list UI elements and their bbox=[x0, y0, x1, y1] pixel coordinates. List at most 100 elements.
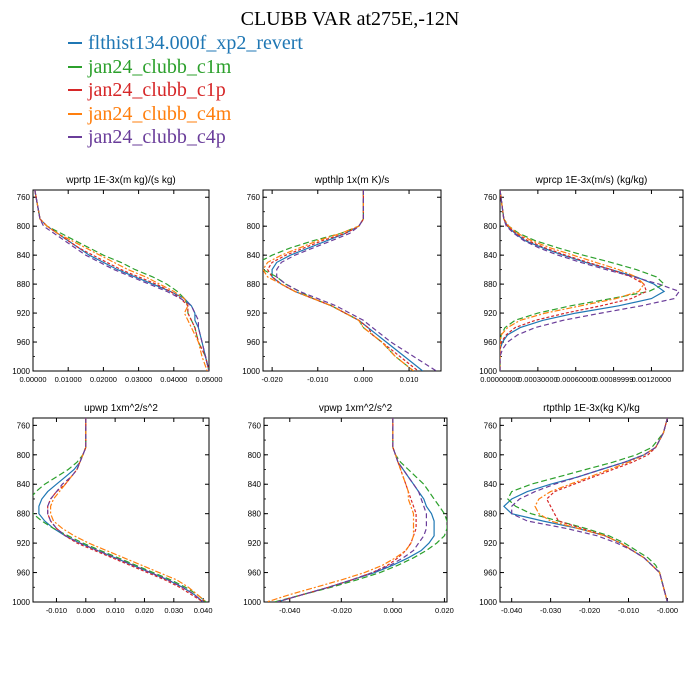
x-tick-label-1-3: 0.010 bbox=[400, 375, 419, 384]
panel-frame-4 bbox=[263, 417, 448, 603]
series-line-3-1 bbox=[33, 418, 207, 602]
panel-title-4: vpwp 1xm^2/s^2 bbox=[319, 403, 393, 414]
series-line-5-2 bbox=[545, 418, 668, 602]
x-tick-label-0-4: 0.04000 bbox=[160, 375, 187, 384]
panel-0: wprtp 1E-3x(m kg)/(s kg) 760 800 840 880 920 9… bbox=[12, 175, 222, 384]
x-tick-label-5-2: -0.020 bbox=[579, 606, 600, 615]
legend: flthist134.000f_xp2_revert jan24_clubb_c… bbox=[68, 32, 303, 150]
y-tick-label-4-5: 960 bbox=[248, 569, 262, 578]
y-tick-label-2-5: 960 bbox=[484, 338, 498, 347]
y-tick-label-0-4: 920 bbox=[17, 309, 31, 318]
panel-frame-1 bbox=[262, 189, 442, 372]
series-line-4-0 bbox=[276, 418, 435, 602]
x-tick-label-5-0: -0.040 bbox=[501, 606, 522, 615]
x-tick-label-1-1: -0.010 bbox=[307, 375, 328, 384]
panel-1: wpthlp 1x(m K)/s7608008408809209601000-0… bbox=[242, 175, 442, 384]
panel-frame-2 bbox=[499, 189, 684, 372]
y-tick-label-0-2: 840 bbox=[17, 251, 31, 260]
y-tick-label-5-4: 920 bbox=[484, 539, 498, 548]
legend-item-1: jan24_clubb_c1m bbox=[68, 56, 303, 80]
panel-frame-0 bbox=[32, 189, 210, 372]
x-tick-label-3-3: 0.020 bbox=[135, 606, 154, 615]
x-tick-label-2-4: 0.00120000 bbox=[632, 375, 672, 384]
legend-item-3: jan24_clubb_c4m bbox=[68, 103, 303, 127]
panel-frame-3 bbox=[32, 417, 210, 603]
legend-item-0: flthist134.000f_xp2_revert bbox=[68, 32, 303, 56]
y-tick-label-3-2: 840 bbox=[17, 480, 31, 489]
y-tick-label-0-3: 880 bbox=[17, 280, 31, 289]
series-line-3-4 bbox=[47, 418, 204, 602]
y-tick-label-2-1: 800 bbox=[484, 222, 498, 231]
x-tick-label-4-0: -0.040 bbox=[279, 606, 300, 615]
legend-label-3: jan24_clubb_c4m bbox=[88, 102, 232, 125]
x-tick-label-5-3: -0.010 bbox=[618, 606, 639, 615]
series-line-5-0 bbox=[503, 418, 668, 602]
y-tick-label-4-0: 760 bbox=[248, 421, 262, 430]
y-tick-label-2-3: 880 bbox=[484, 280, 498, 289]
y-tick-label-0-1: 800 bbox=[17, 222, 31, 231]
series-line-4-3 bbox=[266, 418, 415, 602]
series-line-1-1 bbox=[263, 190, 414, 371]
y-tick-label-5-2: 840 bbox=[484, 480, 498, 489]
y-tick-label-3-1: 800 bbox=[17, 451, 31, 460]
series-line-5-4 bbox=[511, 418, 668, 602]
panel-title-5: rtpthlp 1E-3x(kg K)/kg bbox=[543, 403, 640, 414]
series-line-2-2 bbox=[500, 190, 648, 371]
x-tick-label-5-1: -0.030 bbox=[540, 606, 561, 615]
y-tick-label-2-4: 920 bbox=[484, 309, 498, 318]
legend-item-4: jan24_clubb_c4p bbox=[68, 126, 303, 150]
y-tick-label-4-2: 840 bbox=[248, 480, 262, 489]
y-tick-label-3-4: 920 bbox=[17, 539, 31, 548]
y-tick-label-1-2: 840 bbox=[247, 251, 261, 260]
panel-title-2: wprcp 1E-3x(m/s) (kg/kg) bbox=[535, 175, 648, 186]
series-line-5-3 bbox=[534, 418, 668, 602]
x-tick-label-0-3: 0.03000 bbox=[125, 375, 152, 384]
y-tick-label-5-3: 880 bbox=[484, 510, 498, 519]
y-tick-label-2-6: 1000 bbox=[479, 367, 497, 376]
y-tick-label-3-0: 760 bbox=[17, 421, 31, 430]
x-tick-label-2-1: 0.00030000 bbox=[518, 375, 558, 384]
y-tick-label-2-0: 760 bbox=[484, 193, 498, 202]
y-tick-label-1-5: 960 bbox=[247, 338, 261, 347]
legend-swatch-2 bbox=[68, 89, 82, 92]
y-tick-label-5-1: 800 bbox=[484, 451, 498, 460]
legend-label-0: flthist134.000f_xp2_revert bbox=[88, 32, 303, 54]
panel-3: upwp 1xm^2/s^2 760 800 840 880 920 960 1000 -0.0… bbox=[12, 403, 212, 615]
y-tick-label-1-4: 920 bbox=[247, 309, 261, 318]
series-line-4-4 bbox=[276, 418, 427, 602]
series-line-2-4 bbox=[500, 190, 681, 371]
panel-title-1: wpthlp 1x(m K)/s bbox=[314, 175, 389, 186]
x-tick-label-0-1: 0.01000 bbox=[55, 375, 82, 384]
panel-2: wprcp 1E-3x(m/s) (kg/kg) 760 800 840 880 920 9… bbox=[479, 175, 684, 384]
x-tick-label-3-4: 0.030 bbox=[164, 606, 183, 615]
x-tick-label-4-3: 0.020 bbox=[435, 606, 454, 615]
y-tick-label-5-5: 960 bbox=[484, 569, 498, 578]
legend-swatch-4 bbox=[68, 136, 82, 139]
series-line-4-1 bbox=[274, 418, 447, 602]
y-tick-label-5-0: 760 bbox=[484, 421, 498, 430]
y-tick-label-3-3: 880 bbox=[17, 510, 31, 519]
panel-4: vpwp 1xm^2/s^2 760 800 840 880 920 960 1000 -0.0… bbox=[243, 403, 454, 615]
y-tick-label-4-4: 920 bbox=[248, 539, 262, 548]
series-line-4-2 bbox=[276, 418, 417, 602]
legend-item-2: jan24_clubb_c1p bbox=[68, 79, 303, 103]
y-tick-label-5-6: 1000 bbox=[479, 598, 497, 607]
x-tick-label-4-1: -0.020 bbox=[331, 606, 352, 615]
y-tick-label-1-3: 880 bbox=[247, 280, 261, 289]
x-tick-label-2-0: 0.00000000 bbox=[480, 375, 520, 384]
legend-swatch-3 bbox=[68, 112, 82, 115]
series-line-0-1 bbox=[34, 190, 209, 371]
series-line-0-2 bbox=[34, 190, 209, 371]
y-tick-label-0-6: 1000 bbox=[12, 367, 30, 376]
series-line-3-2 bbox=[47, 418, 204, 602]
x-tick-label-3-2: 0.010 bbox=[106, 606, 125, 615]
y-tick-label-3-6: 1000 bbox=[12, 598, 30, 607]
y-tick-label-0-5: 960 bbox=[17, 338, 31, 347]
legend-swatch-0 bbox=[68, 42, 82, 45]
y-tick-label-3-5: 960 bbox=[17, 569, 31, 578]
y-tick-label-1-6: 1000 bbox=[242, 367, 260, 376]
series-line-3-0 bbox=[38, 418, 204, 602]
y-tick-label-0-0: 760 bbox=[17, 193, 31, 202]
series-line-2-0 bbox=[500, 190, 666, 371]
panel-frame-5 bbox=[499, 417, 684, 603]
